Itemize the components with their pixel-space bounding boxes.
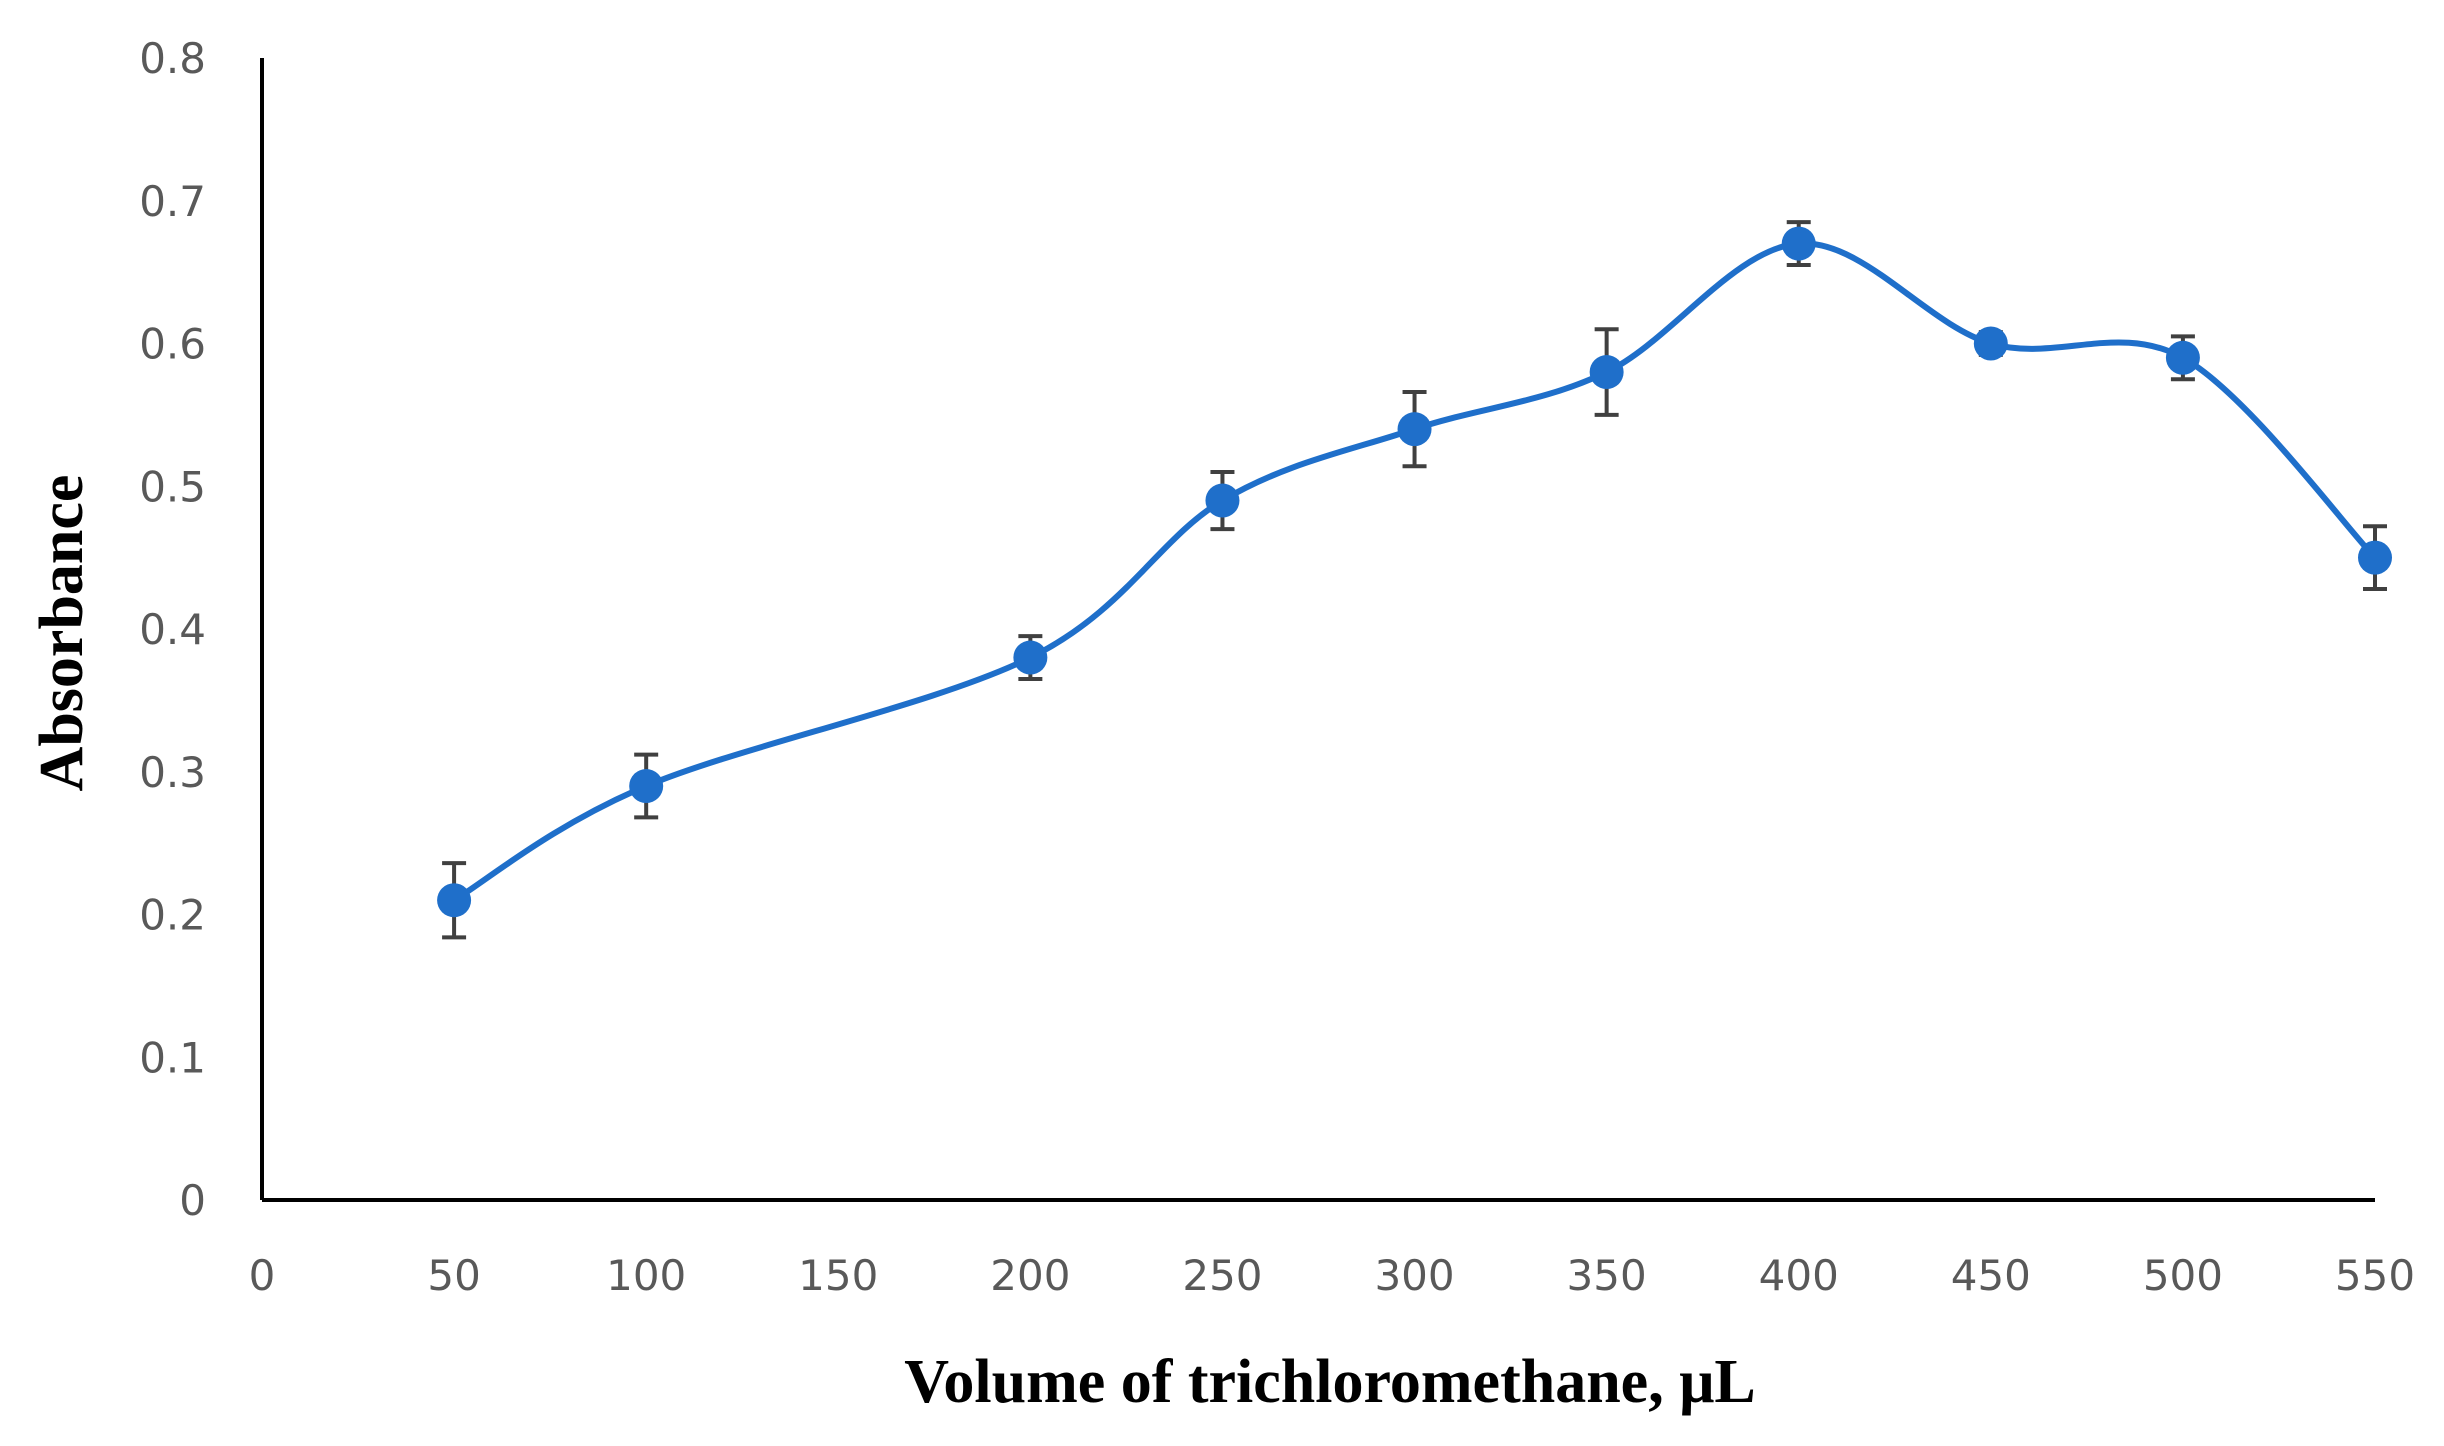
data-point — [629, 769, 664, 804]
y-tick-label: 0.2 — [139, 891, 206, 940]
data-point — [1205, 483, 1240, 518]
x-tick-label: 350 — [1567, 1251, 1647, 1300]
x-axis-title: Volume of trichloromethane, μL — [904, 1348, 1755, 1416]
data-point — [1973, 326, 2008, 361]
y-axis-title: Absorbance — [28, 475, 96, 792]
y-tick-label: 0.6 — [139, 320, 206, 369]
x-tick-label: 150 — [798, 1251, 878, 1300]
y-tick-label: 0.5 — [139, 462, 206, 511]
data-point — [437, 883, 472, 918]
data-point — [1589, 355, 1624, 390]
x-tick-label: 450 — [1951, 1251, 2031, 1300]
axes — [260, 58, 2375, 1202]
x-tick-label: 550 — [2335, 1251, 2415, 1300]
y-tick-labels: 0 0.1 0.2 0.3 0.4 0.5 0.6 0.7 0.8 — [139, 34, 206, 1225]
data-point — [2165, 340, 2200, 375]
data-point — [1013, 640, 1048, 675]
x-tick-label: 0 — [249, 1251, 276, 1300]
y-tick-label: 0.4 — [139, 605, 206, 654]
data-point — [1781, 226, 1816, 261]
x-tick-label: 250 — [1182, 1251, 1262, 1300]
series-line — [451, 240, 2378, 904]
y-tick-label: 0.3 — [139, 748, 206, 797]
x-tick-label: 300 — [1374, 1251, 1454, 1300]
y-tick-label: 0.1 — [139, 1033, 206, 1082]
y-tick-label: 0 — [179, 1176, 206, 1225]
x-tick-label: 100 — [606, 1251, 686, 1300]
data-point — [2358, 540, 2392, 575]
series-layer — [437, 220, 2392, 940]
data-point — [1397, 412, 1432, 447]
x-tick-label: 500 — [2143, 1251, 2223, 1300]
x-tick-label: 400 — [1759, 1251, 1839, 1300]
y-tick-label: 0.7 — [139, 177, 206, 226]
y-tick-label: 0.8 — [139, 34, 206, 83]
x-tick-labels: 0 50 100 150 200 250 300 350 400 450 500 550 — [249, 1251, 2415, 1300]
x-tick-label: 200 — [990, 1251, 1070, 1300]
x-tick-label: 50 — [427, 1251, 480, 1300]
